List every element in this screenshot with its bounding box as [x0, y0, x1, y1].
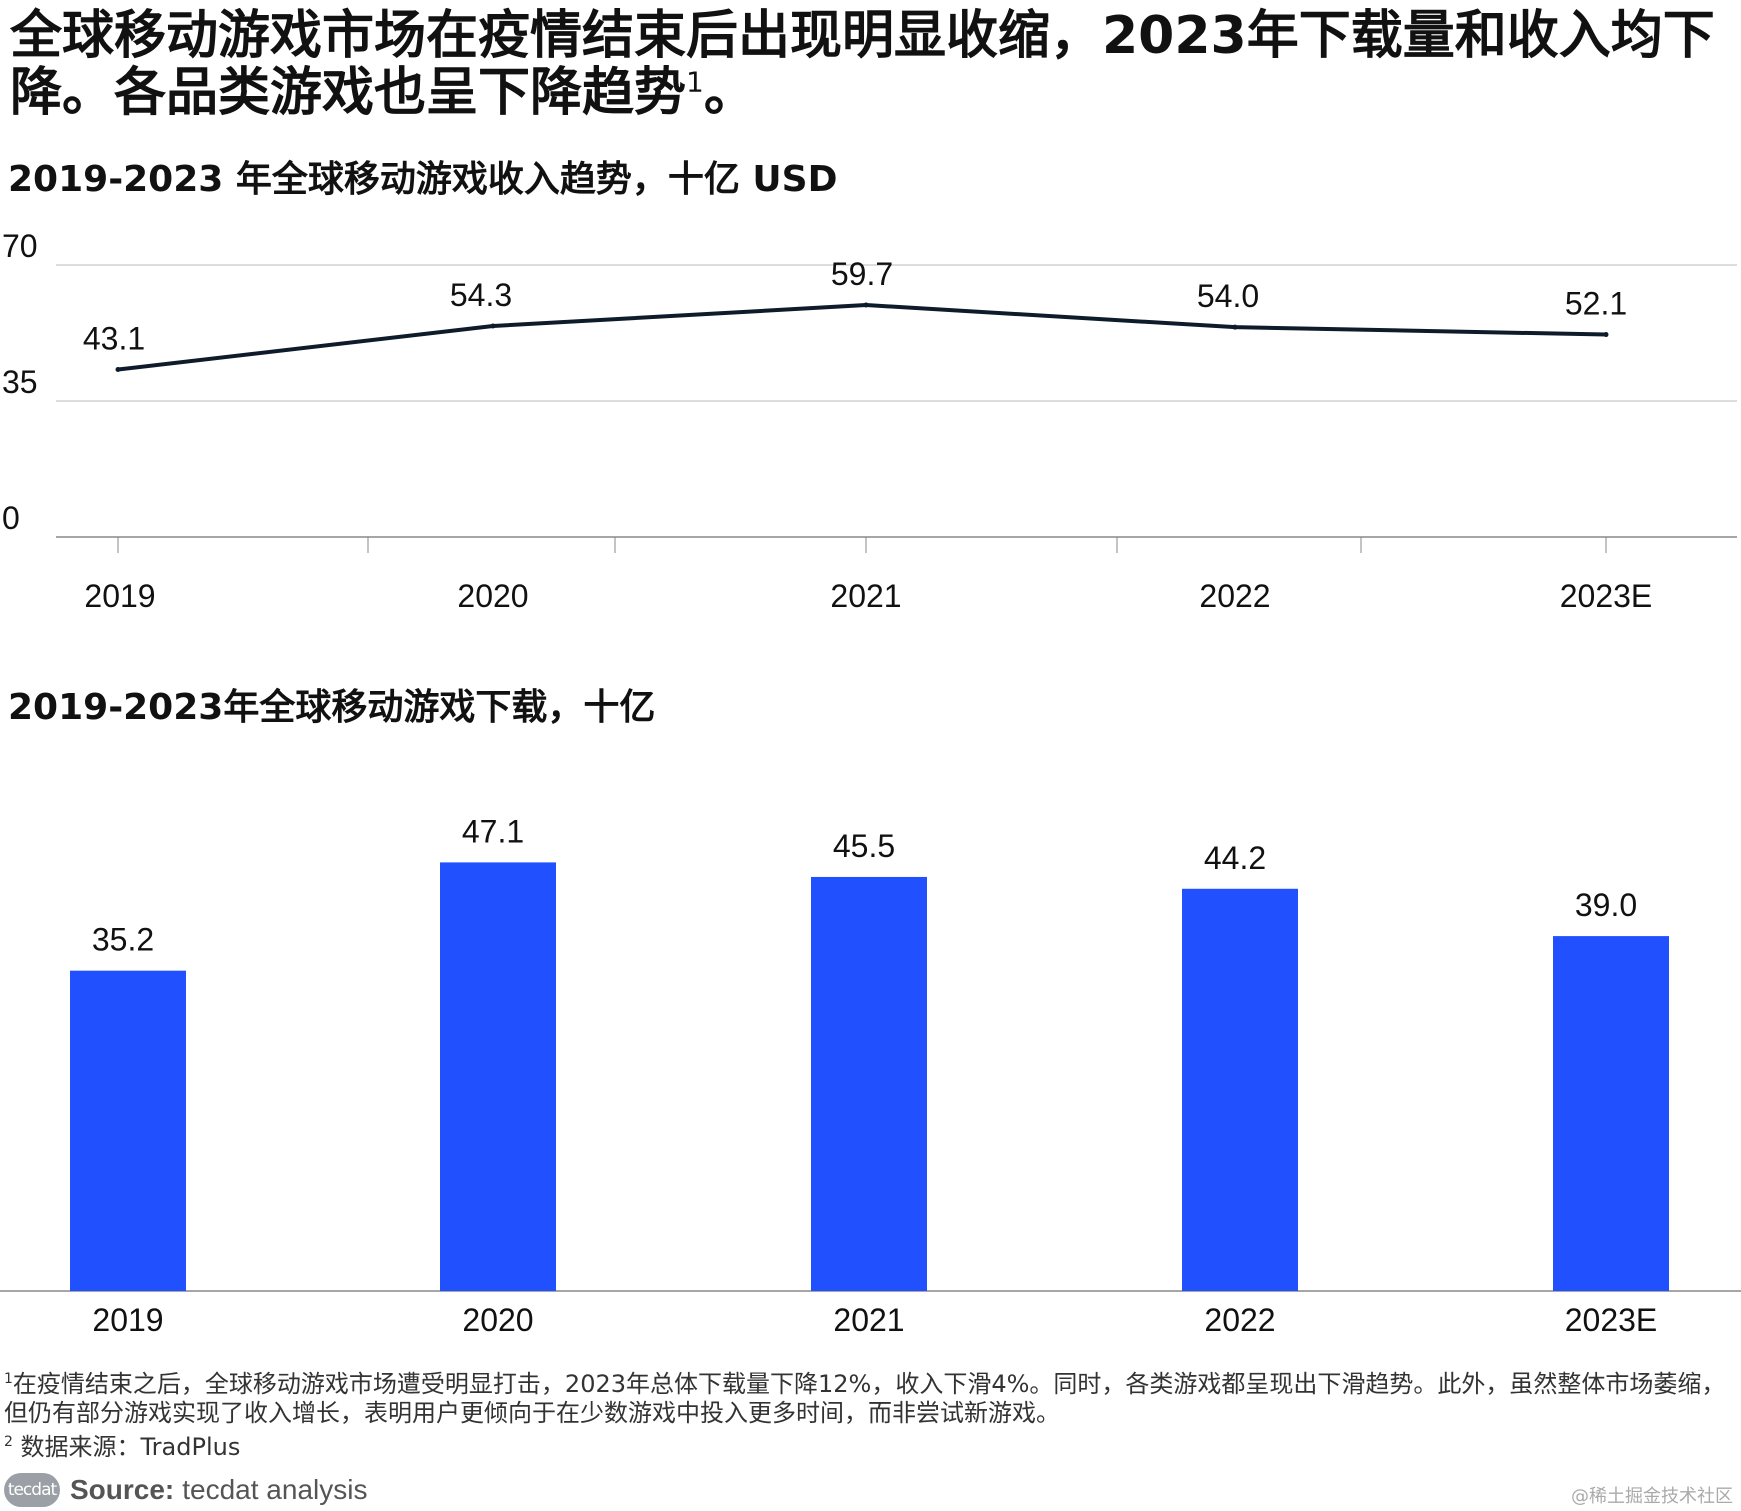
downloads-value-label: 45.5: [833, 828, 895, 864]
downloads-x-tick-label: 2022: [1204, 1302, 1275, 1338]
revenue-x-tick-label: 2019: [84, 578, 155, 614]
revenue-x-tick-label: 2022: [1199, 578, 1270, 614]
revenue-value-label: 59.7: [831, 256, 893, 292]
downloads-value-label: 35.2: [92, 922, 154, 958]
revenue-x-tick-label: 2021: [830, 578, 901, 614]
downloads-value-label: 44.2: [1204, 840, 1266, 876]
tecdat-logo: tecdat: [4, 1473, 60, 1507]
downloads-bar: [440, 862, 556, 1291]
y-tick-label: 35: [2, 364, 38, 400]
line-chart-title-rest: 年全球移动游戏收入趋势，十亿 USD: [223, 159, 838, 200]
line-chart-title-years: 2019-2023: [8, 159, 224, 200]
headline-footnote-mark: 1: [686, 65, 704, 99]
headline-end: 。: [703, 63, 756, 123]
revenue-data-point: [863, 302, 869, 308]
page-headline: 全球移动游戏市场在疫情结束后出现明显收缩，2023年下载量和收入均下降。各品类游…: [10, 8, 1730, 122]
footnote-1-mark: 1: [4, 1371, 13, 1387]
bar-chart-title-years: 2019-2023: [8, 687, 224, 728]
revenue-data-point: [1603, 332, 1609, 338]
revenue-value-label: 54.3: [450, 277, 512, 313]
revenue-x-tick-label: 2020: [457, 578, 528, 614]
watermark: @稀土掘金技术社区: [1571, 1486, 1733, 1507]
bar-chart-title-rest: 年全球移动游戏下载，十亿: [223, 687, 656, 728]
footnote-2-mark: 2: [4, 1434, 13, 1450]
downloads-value-label: 39.0: [1575, 887, 1637, 923]
downloads-x-tick-label: 2023E: [1565, 1302, 1658, 1338]
downloads-bar: [1182, 888, 1298, 1291]
downloads-x-tick-label: 2021: [833, 1302, 904, 1338]
source-label: Source:: [70, 1474, 175, 1505]
footnotes: 1在疫情结束之后，全球移动游戏市场遭受明显打击，2023年总体下载量下降12%，…: [4, 1365, 1734, 1462]
bar-chart-title: 2019-2023年全球移动游戏下载，十亿: [8, 678, 655, 730]
footnote-1: 1在疫情结束之后，全球移动游戏市场遭受明显打击，2023年总体下载量下降12%，…: [4, 1365, 1734, 1428]
revenue-data-point: [1232, 324, 1238, 330]
downloads-value-label: 47.1: [462, 813, 524, 849]
source-line: tecdat Source: tecdat analysis: [4, 1470, 367, 1510]
y-tick-label: 0: [2, 500, 20, 536]
revenue-x-tick-label: 2023E: [1560, 578, 1653, 614]
downloads-bar: [1553, 936, 1669, 1291]
footnote-2-text: 数据来源：TradPlus: [12, 1433, 241, 1461]
downloads-bar: [70, 970, 186, 1291]
revenue-data-point: [115, 367, 121, 373]
downloads-x-tick-label: 2020: [462, 1302, 533, 1338]
revenue-value-label: 54.0: [1197, 278, 1259, 314]
y-tick-label: 70: [2, 228, 38, 264]
downloads-x-tick-label: 2019: [92, 1302, 163, 1338]
revenue-line-chart: 0 35 70 43.1 2019 54.3 2020 59.7 2021 54.0 2022 52.…: [2, 228, 1737, 614]
line-chart-title: 2019-2023 年全球移动游戏收入趋势，十亿 USD: [8, 150, 837, 202]
downloads-bar: [811, 876, 927, 1291]
headline-text: 全球移动游戏市场在疫情结束后出现明显收缩，2023年下载量和收入均下降。各品类游…: [10, 6, 1715, 123]
revenue-value-label: 43.1: [83, 321, 145, 357]
downloads-bar-chart: 35.2 2019 47.1 2020 45.5 2021 44.2 2022 39.0 2023…: [0, 813, 1741, 1338]
revenue-value-label: 52.1: [1565, 286, 1627, 322]
footnote-1-text: 在疫情结束之后，全球移动游戏市场遭受明显打击，2023年总体下载量下降12%，收…: [4, 1370, 1726, 1427]
revenue-data-point: [490, 323, 496, 329]
footnote-2: 2 数据来源：TradPlus: [4, 1428, 1734, 1462]
revenue-series-line: [117, 303, 1607, 372]
source-text: tecdat analysis: [182, 1474, 368, 1505]
